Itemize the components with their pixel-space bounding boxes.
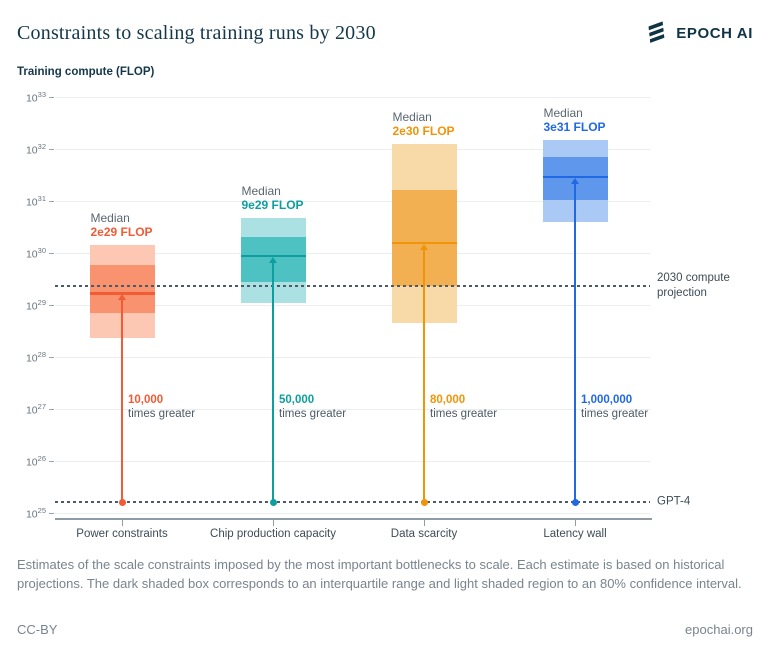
arrow-up-icon-latency-wall (571, 177, 579, 184)
y-gridline (55, 200, 650, 202)
arrow-line-data-scarcity (423, 248, 425, 503)
y-axis-title: Training compute (FLOP) (17, 66, 155, 78)
median-annotation-power-constraints: Median 2e29 FLOP (90, 211, 153, 240)
y-gridline (55, 460, 650, 462)
y-tick-label: 1029 (25, 298, 46, 313)
median-line-chip-production-capacity (240, 254, 306, 258)
refline-gpt-4 (55, 501, 650, 504)
arrow-up-icon-chip-production-capacity (269, 256, 277, 263)
arrow-origin-dot-chip-production-capacity (269, 498, 277, 506)
arrow-line-chip-production-capacity (272, 261, 274, 503)
median-line-data-scarcity (391, 241, 457, 245)
arrow-line-power-constraints (121, 299, 123, 503)
arrow-line-latency-wall (574, 182, 576, 503)
y-gridline (55, 408, 650, 410)
arrow-origin-dot-latency-wall (571, 498, 579, 506)
arrow-origin-dot-power-constraints (118, 498, 126, 506)
multiplier-annotation-chip-production-capacity: 50,000 times greater (279, 394, 347, 420)
y-tick-label: 1032 (25, 142, 46, 157)
median-annotation-latency-wall: Median 3e31 FLOP (543, 105, 606, 134)
site-label: epochai.org (685, 622, 753, 637)
y-tick-mark (49, 408, 54, 410)
chart-caption: Estimates of the scale constraints impos… (17, 557, 742, 591)
x-tick-mark-power-constraints (122, 519, 123, 526)
y-tick-mark (49, 148, 54, 150)
y-gridline (55, 356, 650, 358)
license-label: CC-BY (17, 622, 58, 637)
x-category-label-chip-production-capacity: Chip production capacity (210, 528, 336, 540)
x-category-label-latency-wall: Latency wall (543, 528, 607, 540)
y-tick-mark (49, 304, 54, 306)
arrow-up-icon-power-constraints (118, 294, 126, 301)
y-tick-label: 1027 (25, 402, 46, 417)
y-tick-label: 1031 (25, 194, 46, 209)
multiplier-annotation-power-constraints: 10,000 times greater (128, 394, 196, 420)
median-annotation-chip-production-capacity: Median 9e29 FLOP (241, 184, 304, 213)
median-line-power-constraints (89, 292, 155, 295)
x-category-label-data-scarcity: Data scarcity (390, 528, 458, 540)
y-gridline (55, 252, 650, 254)
y-gridline (55, 148, 650, 150)
y-gridline (55, 96, 650, 98)
refline-label-2030-compute-projection: 2030 compute projection (657, 272, 730, 300)
y-tick-label: 1028 (25, 350, 46, 365)
y-gridline (55, 512, 650, 514)
x-tick-mark-latency-wall (575, 519, 576, 526)
y-tick-mark (49, 96, 54, 98)
y-tick-label: 1030 (25, 246, 46, 261)
multiplier-annotation-latency-wall: 1,000,000 times greater (581, 394, 649, 420)
brand-name: EPOCH AI (676, 24, 753, 42)
x-category-label-power-constraints: Power constraints (76, 528, 168, 540)
refline-2030-compute-projection (55, 285, 650, 288)
y-tick-mark (49, 512, 54, 514)
x-tick-mark-data-scarcity (424, 519, 425, 526)
brand-logo: EPOCH AI (645, 21, 753, 45)
arrow-origin-dot-data-scarcity (420, 498, 428, 506)
y-tick-mark (49, 460, 54, 462)
epoch-ai-logo-icon (645, 21, 669, 45)
y-tick-mark (49, 356, 54, 358)
multiplier-annotation-data-scarcity: 80,000 times greater (430, 394, 498, 420)
y-tick-label: 1033 (25, 90, 46, 105)
y-gridline (55, 304, 650, 306)
x-axis-line (55, 518, 652, 520)
y-tick-mark (49, 200, 54, 202)
page-title: Constraints to scaling training runs by … (17, 22, 376, 44)
median-annotation-data-scarcity: Median 2e30 FLOP (392, 109, 455, 138)
refline-label-gpt-4: GPT-4 (657, 495, 691, 508)
y-tick-label: 1026 (25, 454, 46, 469)
y-tick-mark (49, 252, 54, 254)
y-tick-label: 1025 (25, 506, 46, 521)
x-tick-mark-chip-production-capacity (273, 519, 274, 526)
median-line-latency-wall (542, 175, 608, 179)
arrow-up-icon-data-scarcity (420, 243, 428, 250)
